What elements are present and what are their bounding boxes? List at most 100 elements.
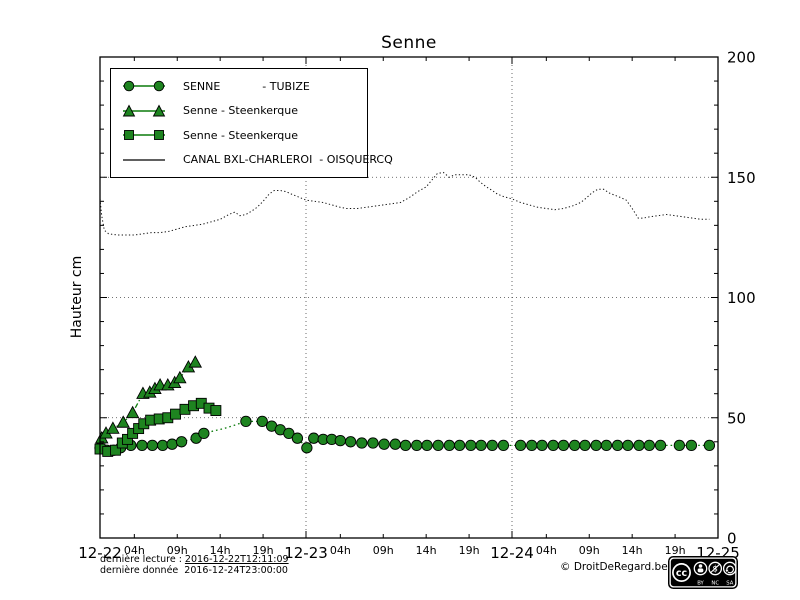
legend-label: SENNE - TUBIZE [183,79,310,93]
svg-text:$: $ [712,565,717,575]
last-data-text: dernière donnée 2016-12-24T23:00:00 [100,566,288,576]
x-tick-label-minor: 09h [373,544,394,557]
data-point-circle [611,439,624,452]
data-point-triangle [106,421,120,434]
series-line-3 [99,171,710,236]
data-point-circle [334,434,346,447]
legend-square-marker-icon [123,130,165,141]
y-tick-label: 200 [727,49,756,67]
x-tick-label-minor: 19h [459,544,480,557]
cc-by-label: BY [697,581,704,587]
data-point-circle [514,439,527,452]
data-point-circle [301,442,313,454]
x-tick-label-minor: 09h [579,544,600,557]
x-tick-label-minor: 14h [210,544,231,557]
data-point-triangle [188,355,203,368]
x-tick-label-minor: 04h [536,544,557,557]
data-point-circle [536,439,548,452]
x-tick-label-major: 12-23 [284,544,328,562]
cc-nc-label: NC [711,581,719,587]
cc-by-nc-sa-icon: cc $ BY NC SA [668,556,738,589]
data-point-circle [389,438,401,450]
data-point-circle [579,439,591,452]
legend: SENNE - TUBIZE Senne - Steenkerque Senne… [110,68,393,178]
data-point-circle [685,439,698,452]
data-point-circle [308,432,320,444]
data-point-circle [256,415,268,428]
data-point-circle [157,439,169,452]
data-point-triangle [125,405,140,419]
data-point-circle [600,439,613,452]
cc-sa-icon [722,561,737,576]
x-tick-label-major: 12-24 [490,544,534,562]
x-tick-label-minor: 04h [330,544,351,557]
x-tick-label-minor: 14h [622,544,643,557]
data-point-circle [291,432,304,444]
data-point-square [170,408,181,420]
cc-logo-text: cc [676,568,687,579]
data-point-square [210,405,222,416]
data-point-circle [622,439,634,452]
y-tick-label: 0 [727,530,737,548]
data-point-circle [703,439,716,452]
data-point-circle [367,437,379,449]
data-point-circle [356,437,368,449]
data-point-circle [557,439,570,452]
last-reading-value[interactable]: 2016-12-22T12:11:09 [184,554,289,565]
cc-nc-icon: $ [708,561,723,576]
data-point-circle [399,439,412,452]
data-point-circle [654,439,667,452]
data-point-triangle [116,415,130,428]
data-point-circle [497,439,510,452]
legend-item-tubize: SENNE - TUBIZE [111,79,367,93]
x-tick-label-minor: 14h [416,544,437,557]
data-point-circle [547,439,559,452]
x-tick-label-minor: 19h [665,544,686,557]
data-point-circle [240,415,252,428]
data-point-circle [673,439,686,452]
legend-triangle-marker-icon [122,104,166,117]
data-point-triangle [173,370,187,384]
y-tick-label: 100 [727,289,756,307]
legend-circle-marker-icon [123,80,165,92]
data-point-circle [643,439,655,452]
data-point-circle [175,436,188,448]
data-point-square [109,444,121,456]
data-point-circle [443,439,455,452]
x-tick-label-major: 12-22 [78,544,122,562]
data-point-circle [633,439,645,452]
data-point-circle [421,439,433,452]
x-tick-label-minor: 09h [167,544,188,557]
data-point-circle [146,439,159,452]
legend-item-steenkerque-2: Senne - Steenkerque [111,128,367,142]
data-point-circle [569,439,581,452]
data-point-circle [283,427,295,440]
data-point-circle [432,439,444,452]
data-point-circle [453,439,466,452]
copyright-text: © DroitDeRegard.be [560,561,668,573]
data-point-circle [465,439,477,452]
legend-item-canal: CANAL BXL-CHARLEROI - OISQUERCQ [111,153,393,167]
y-axis-label: Hauteur cm [69,255,85,339]
y-tick-label: 50 [727,409,746,427]
data-point-circle [378,438,390,450]
data-point-circle [166,438,178,450]
data-point-circle [136,439,148,452]
data-point-circle [198,427,210,440]
x-tick-label-minor: 19h [253,544,274,557]
last-data-value: 2016-12-24T23:00:00 [184,565,288,576]
data-point-circle [590,439,602,452]
cc-by-icon [693,561,708,576]
cc-license-badge[interactable]: cc $ BY NC SA [668,556,738,589]
cc-sa-label: SA [726,581,733,587]
legend-line-marker-icon [123,159,165,161]
legend-label: Senne - Steenkerque [183,128,299,142]
last-data-label: dernière donnée [100,565,185,576]
data-point-circle [475,439,487,452]
chart-title: Senne [381,33,437,53]
data-point-circle [486,439,498,452]
last-reading-text: dernière lecture : 2016-12-22T12:11:09 [100,555,289,565]
data-point-circle [344,436,357,448]
